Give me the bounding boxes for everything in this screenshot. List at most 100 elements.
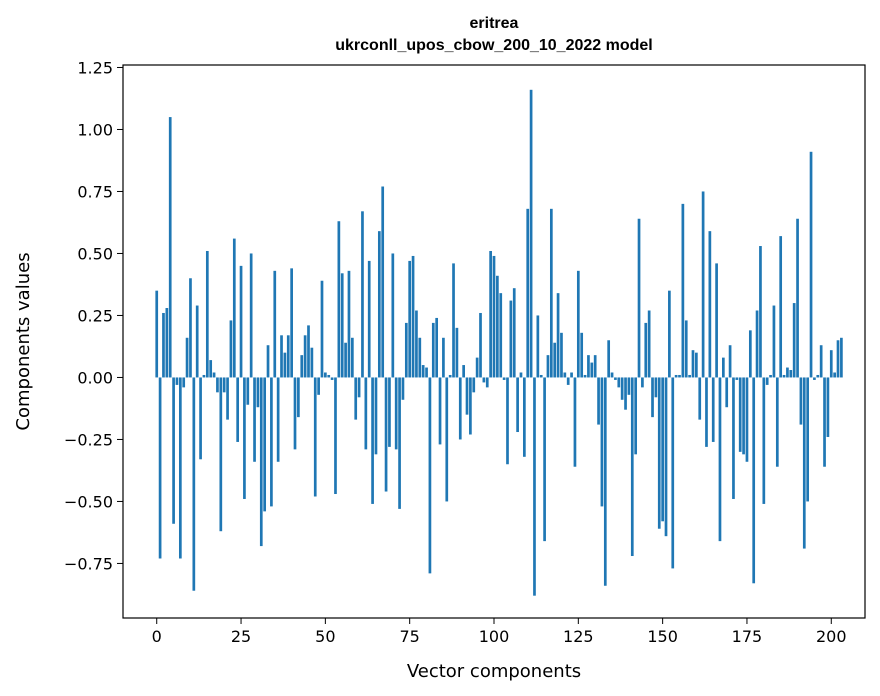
- bar-174: [742, 377, 745, 455]
- y-axis-ticks: −0.75 −0.50 −0.25 0.00 0.25 0.50 0.75 1.00 1.25: [64, 58, 123, 573]
- bar-113: [536, 315, 540, 378]
- bar-25: [239, 265, 243, 378]
- bar-182: [769, 374, 772, 378]
- bar-150: [661, 377, 664, 522]
- y-tick-label: 0.50: [77, 244, 113, 263]
- bar-61: [361, 211, 364, 378]
- bar-84: [438, 377, 442, 445]
- bar-129: [590, 362, 594, 378]
- bar-194: [809, 151, 813, 378]
- y-tick-label: 0.25: [77, 306, 113, 325]
- bar-21: [226, 377, 229, 420]
- bar-100: [492, 255, 496, 378]
- bar-75: [408, 260, 412, 378]
- bar-15: [205, 250, 209, 378]
- bar-series: [155, 89, 843, 596]
- bar-158: [688, 374, 691, 378]
- bar-23: [232, 238, 236, 378]
- bar-202: [836, 340, 840, 378]
- bar-95: [475, 357, 479, 378]
- bar-170: [728, 345, 732, 378]
- bar-179: [759, 246, 762, 378]
- bar-40: [290, 268, 293, 378]
- bar-176: [748, 330, 752, 378]
- bar-168: [722, 357, 725, 378]
- bar-186: [782, 374, 786, 378]
- bar-152: [668, 290, 671, 378]
- bar-87: [448, 374, 452, 378]
- bar-74: [404, 322, 408, 378]
- x-tick-label: 175: [732, 627, 763, 646]
- y-axis-label: Components values: [13, 252, 34, 430]
- bar-169: [725, 377, 729, 408]
- bar-53: [334, 377, 337, 495]
- bar-143: [637, 218, 641, 378]
- bar-79: [421, 365, 425, 378]
- bar-14: [202, 374, 206, 378]
- y-tick-label: −0.75: [64, 554, 113, 573]
- bar-69: [388, 377, 391, 447]
- bar-203: [840, 337, 843, 378]
- bar-101: [496, 275, 499, 378]
- bar-76: [411, 255, 415, 378]
- bar-177: [752, 377, 756, 584]
- bar-180: [762, 377, 766, 504]
- bar-80: [425, 367, 428, 378]
- bar-90: [458, 377, 462, 440]
- bar-138: [620, 377, 624, 400]
- bar-5: [172, 377, 175, 524]
- bar-20: [222, 377, 226, 393]
- x-tick-label: 25: [231, 627, 251, 646]
- bar-52: [330, 377, 334, 380]
- bar-46: [310, 347, 314, 378]
- bar-35: [273, 270, 277, 378]
- bar-161: [698, 377, 702, 420]
- chart-title: eritrea: [470, 15, 519, 32]
- bar-16: [209, 360, 213, 378]
- bar-132: [600, 377, 604, 507]
- bar-58: [351, 337, 354, 378]
- bar-102: [499, 293, 503, 378]
- bar-163: [705, 377, 708, 447]
- bar-146: [647, 310, 651, 378]
- x-axis-ticks: 0 25 50 75 100 125 150 175 200: [152, 618, 847, 646]
- bar-92: [465, 377, 469, 415]
- bar-137: [617, 377, 621, 388]
- bar-140: [627, 377, 631, 395]
- bar-124: [573, 377, 577, 467]
- bar-200: [829, 350, 833, 378]
- bar-9: [185, 337, 189, 378]
- bar-190: [796, 218, 799, 378]
- bar-50: [324, 372, 327, 378]
- bar-156: [681, 203, 685, 378]
- x-tick-label: 100: [479, 627, 510, 646]
- x-tick-label: 50: [315, 627, 335, 646]
- bar-36: [276, 377, 280, 462]
- bar-127: [583, 374, 587, 378]
- bar-12: [195, 305, 199, 378]
- bar-105: [509, 300, 513, 378]
- bar-51: [327, 374, 331, 378]
- bar-44: [303, 335, 307, 378]
- bar-27: [246, 377, 250, 405]
- bar-45: [307, 325, 310, 378]
- bar-24: [236, 377, 240, 442]
- bar-131: [597, 377, 600, 425]
- bar-196: [816, 374, 820, 378]
- bar-62: [364, 377, 368, 450]
- bar-107: [516, 377, 519, 433]
- bar-66: [377, 231, 381, 378]
- bar-142: [634, 377, 638, 455]
- bar-77: [415, 310, 418, 378]
- bar-59: [354, 377, 358, 420]
- bar-135: [610, 372, 614, 378]
- bar-139: [624, 377, 627, 410]
- bar-34: [270, 377, 273, 507]
- bar-18: [216, 377, 219, 393]
- bar-188: [789, 370, 793, 378]
- bar-72: [398, 377, 401, 509]
- bar-32: [263, 377, 267, 512]
- bar-128: [587, 355, 590, 378]
- bar-153: [671, 377, 675, 569]
- bar-118: [553, 342, 557, 378]
